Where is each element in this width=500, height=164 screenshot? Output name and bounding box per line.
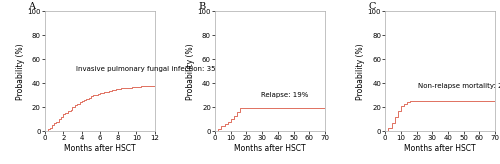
- Text: C: C: [369, 2, 376, 11]
- X-axis label: Months after HSCT: Months after HSCT: [64, 144, 136, 153]
- Text: Relapse: 19%: Relapse: 19%: [261, 92, 308, 98]
- X-axis label: Months after HSCT: Months after HSCT: [404, 144, 476, 153]
- Text: B: B: [198, 2, 206, 11]
- Text: A: A: [28, 2, 35, 11]
- Y-axis label: Probability (%): Probability (%): [16, 43, 24, 100]
- Text: Invasive pulmonary fungal infection: 35%: Invasive pulmonary fungal infection: 35%: [76, 66, 222, 72]
- Y-axis label: Probability (%): Probability (%): [356, 43, 365, 100]
- Y-axis label: Probability (%): Probability (%): [186, 43, 194, 100]
- X-axis label: Months after HSCT: Months after HSCT: [234, 144, 306, 153]
- Text: Non-relapse mortality: 24.9%: Non-relapse mortality: 24.9%: [418, 83, 500, 89]
